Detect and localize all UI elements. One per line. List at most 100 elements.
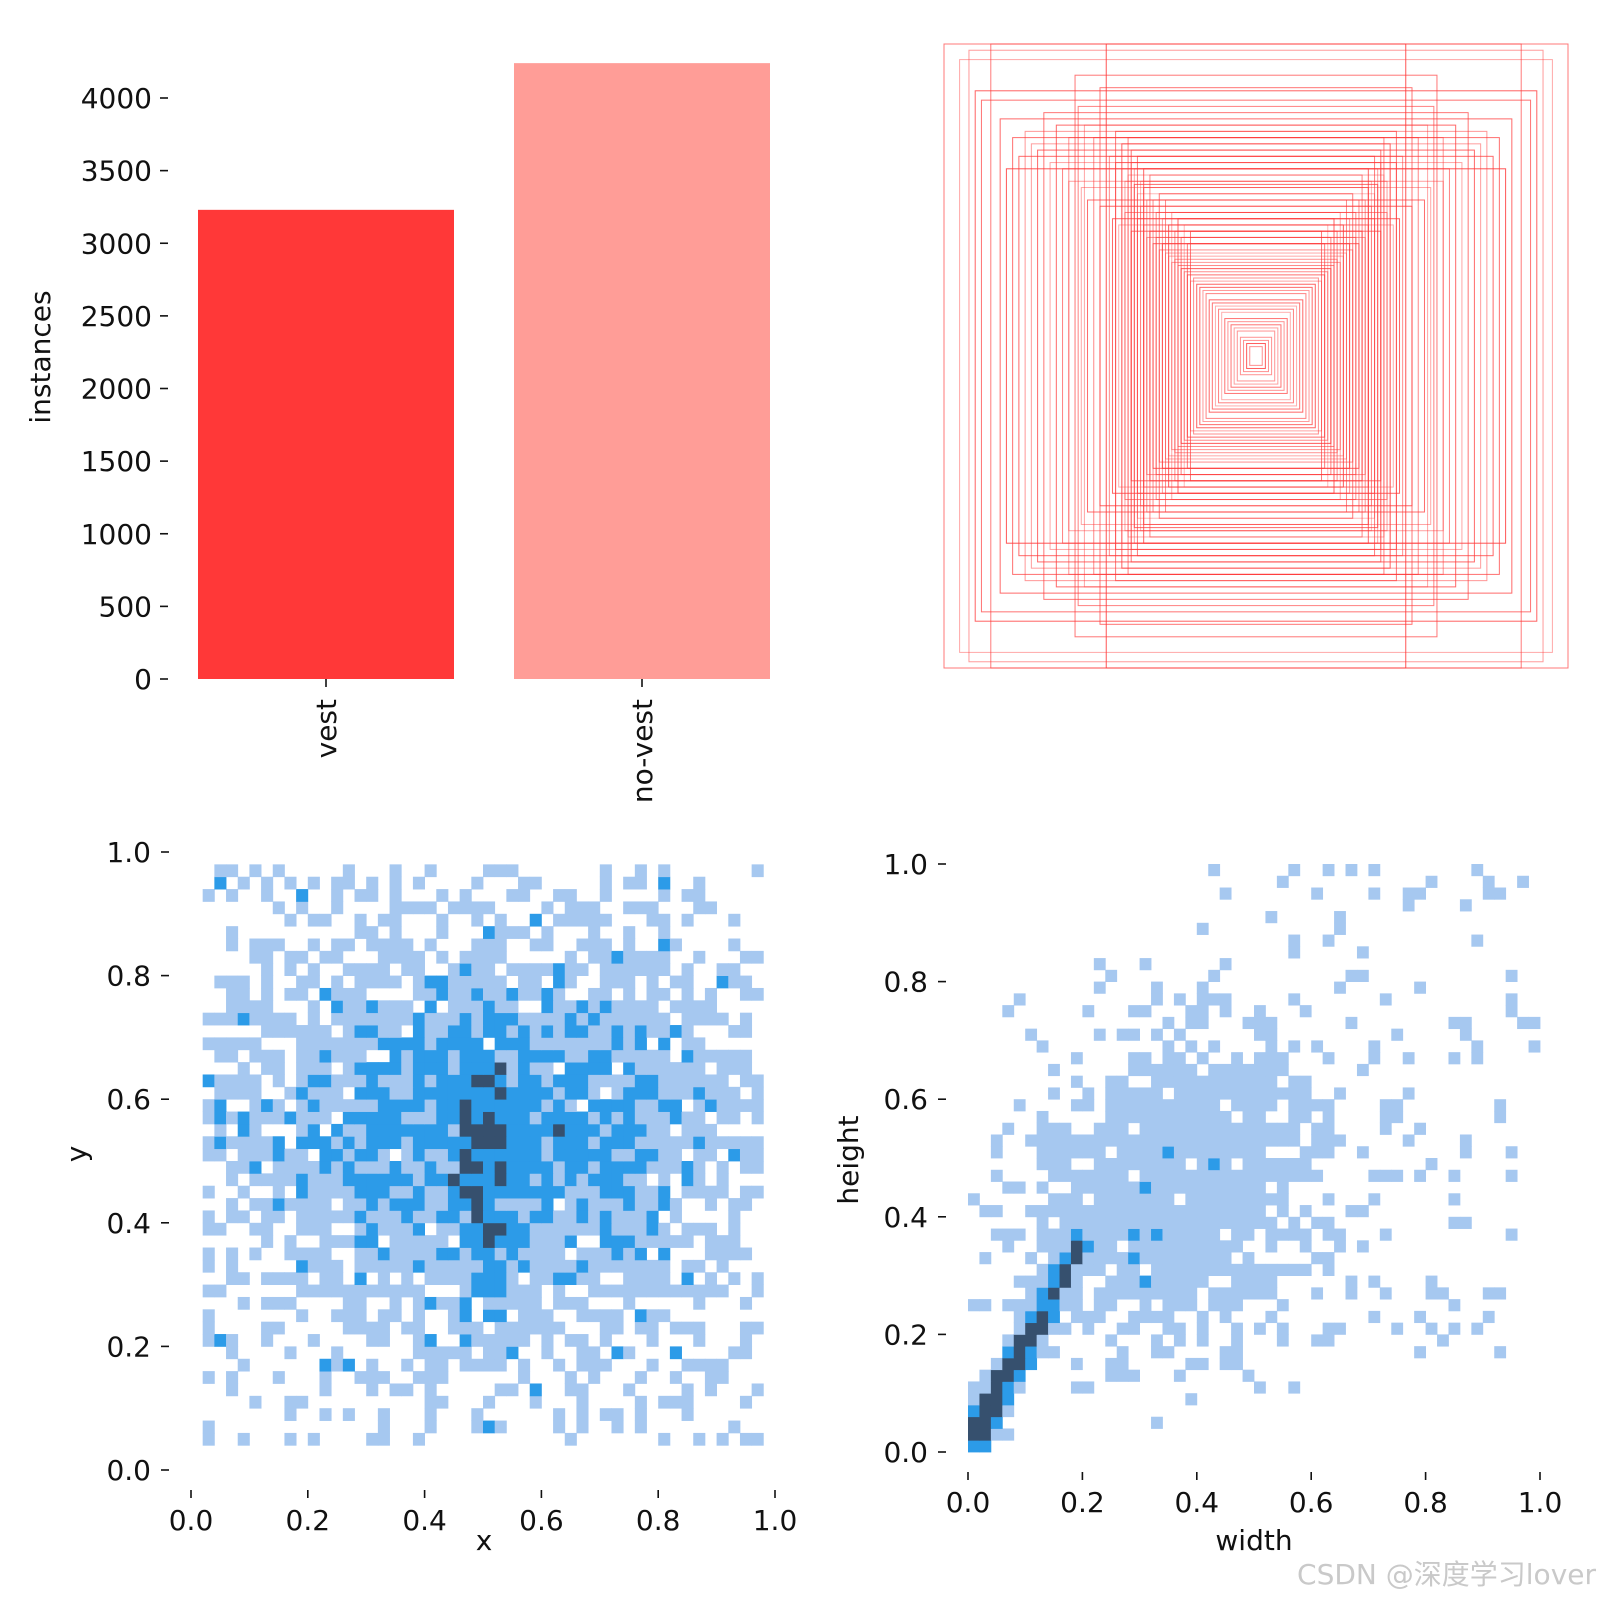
bounding-box xyxy=(959,59,1553,653)
heatmap-cell xyxy=(1162,1205,1175,1218)
heatmap-cell xyxy=(611,1148,624,1162)
heatmap-cell xyxy=(1459,1146,1472,1159)
heatmap-cell xyxy=(1185,1299,1198,1312)
heatmap-cell xyxy=(658,1099,671,1112)
heatmap-cell xyxy=(471,1049,484,1063)
heatmap-cell xyxy=(401,1049,414,1063)
heatmap-cell xyxy=(424,1272,437,1285)
y-tick-label: 0.8 xyxy=(883,966,928,999)
heatmap-cell xyxy=(1196,1181,1209,1194)
heatmap-cell xyxy=(1151,1287,1163,1300)
heatmap-cell xyxy=(1173,1134,1186,1147)
x-tick-label: 0.2 xyxy=(1060,1486,1105,1519)
axis-ticks: 0.00.00.20.20.40.40.60.60.80.81.01.0 xyxy=(883,848,1562,1519)
heatmap-cell xyxy=(1517,875,1529,888)
heatmap-cell xyxy=(483,1099,496,1112)
heatmap-cell xyxy=(588,938,601,952)
heatmap-cell xyxy=(646,987,659,1001)
heatmap-cell xyxy=(553,1037,566,1051)
heatmap-cell xyxy=(377,950,390,964)
heatmap-cell xyxy=(599,1259,612,1273)
heatmap-cell xyxy=(693,1296,706,1310)
heatmap-cell xyxy=(623,987,636,1001)
heatmap-cell xyxy=(261,1235,274,1248)
heatmap-cell xyxy=(716,1099,729,1112)
heatmap-cell xyxy=(1173,1110,1186,1124)
heatmap-cell xyxy=(366,1173,379,1187)
heatmap-cell xyxy=(494,1185,507,1199)
heatmap-cell xyxy=(1459,1016,1472,1030)
heatmap-cell xyxy=(1116,1346,1129,1359)
heatmap-cell xyxy=(1356,1146,1369,1159)
heatmap-cell xyxy=(342,1012,355,1026)
heatmap-cell xyxy=(202,1334,215,1347)
heatmap-cell xyxy=(1162,1122,1175,1135)
heatmap-cell xyxy=(1139,1122,1152,1135)
heatmap-cell xyxy=(459,987,472,1001)
heatmap-cell xyxy=(1288,1263,1301,1276)
heatmap-cell xyxy=(576,1222,589,1236)
heatmap-cell xyxy=(728,1099,741,1112)
heatmap-cell xyxy=(1208,1158,1221,1171)
heatmap-cell xyxy=(1288,993,1301,1006)
heatmap-cell xyxy=(483,1358,496,1372)
heatmap-cell xyxy=(541,1321,554,1335)
heatmap-cell xyxy=(412,1259,425,1273)
heatmap-cell xyxy=(471,1235,484,1248)
heatmap-cell xyxy=(331,1099,344,1112)
heatmap-cell xyxy=(1391,1028,1404,1041)
heatmap-cell xyxy=(483,1123,496,1137)
heatmap-cell xyxy=(483,1049,496,1063)
heatmap-cell xyxy=(354,1012,367,1026)
heatmap-cell xyxy=(564,1000,577,1014)
x-tick-label: 0.4 xyxy=(1175,1486,1220,1519)
bounding-box xyxy=(1083,124,1429,588)
y-tick-label: 0.0 xyxy=(883,1436,928,1469)
heatmap-cell xyxy=(716,1173,729,1187)
heatmap-cell xyxy=(1013,1334,1026,1347)
heatmap-cell xyxy=(331,1037,344,1051)
heatmap-cell xyxy=(307,938,320,952)
heatmap-cell xyxy=(1116,1357,1129,1371)
heatmap-cell xyxy=(588,1049,601,1063)
heatmap-cell xyxy=(1151,1310,1163,1324)
heatmap-cell xyxy=(1208,1287,1221,1300)
heatmap-cell xyxy=(1208,1063,1221,1077)
heatmap-cell xyxy=(1048,1299,1060,1312)
heatmap-cell xyxy=(1151,1075,1163,1088)
heatmap-cell xyxy=(272,1074,285,1088)
heatmap-cell xyxy=(541,1074,554,1088)
bounding-box xyxy=(1214,305,1298,407)
heatmap-cell xyxy=(1082,1216,1095,1229)
heatmap-cell xyxy=(1025,1028,1038,1041)
heatmap-cell xyxy=(261,1296,274,1310)
heatmap-cell xyxy=(576,1049,589,1063)
heatmap-cell xyxy=(307,1432,320,1446)
heatmap-cell xyxy=(1036,1216,1049,1229)
heatmap-cell xyxy=(1162,1346,1175,1359)
heatmap-cell xyxy=(739,1198,753,1211)
heatmap-cell xyxy=(1013,1310,1026,1324)
heatmap-cell xyxy=(634,1371,647,1384)
heatmap-cell xyxy=(284,876,297,890)
heatmap-cell xyxy=(1265,1075,1278,1088)
heatmap-cell xyxy=(576,1185,589,1199)
heatmap-cell xyxy=(1334,1134,1346,1147)
heatmap-cell xyxy=(588,1358,601,1372)
heatmap-cell xyxy=(459,1222,472,1236)
heatmap-cell xyxy=(623,1383,636,1397)
heatmap-cell xyxy=(401,1111,414,1125)
heatmap-cell xyxy=(529,1012,542,1026)
heatmap-cell xyxy=(623,1259,636,1273)
heatmap-cell xyxy=(226,938,239,952)
heatmap-cell xyxy=(681,889,694,902)
heatmap-cell xyxy=(389,1136,402,1150)
heatmap-cell xyxy=(1379,1122,1392,1135)
heatmap-cell xyxy=(366,1062,379,1075)
heatmap-cell xyxy=(1437,1334,1449,1347)
heatmap-cell xyxy=(1151,1169,1163,1182)
bounding-box xyxy=(1030,143,1482,569)
heatmap-cell xyxy=(377,1161,390,1174)
heatmap-cell xyxy=(599,1025,612,1038)
